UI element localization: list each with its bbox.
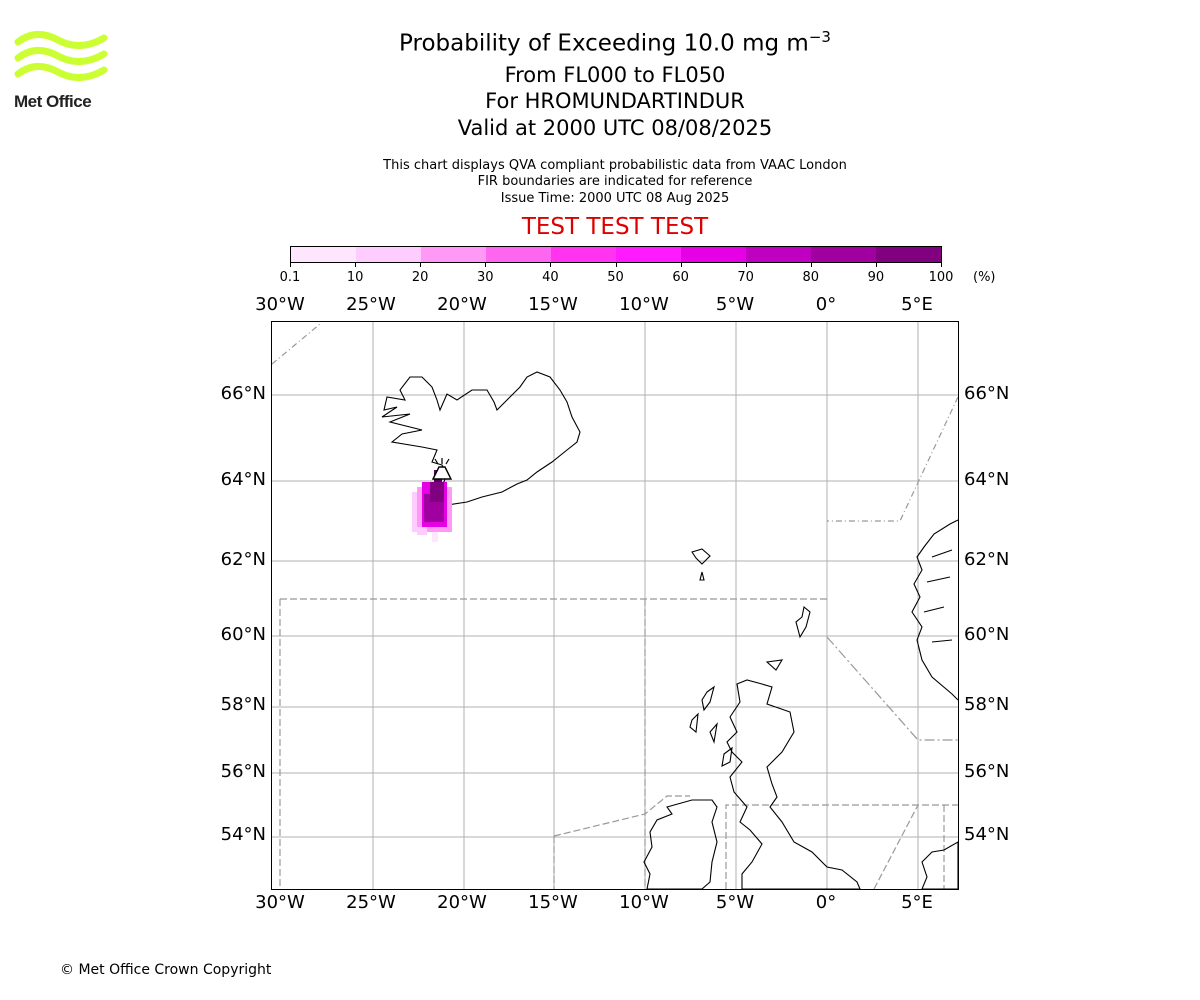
colorbar-tick-label: 20 — [411, 270, 429, 285]
latitude-label: 62°N — [220, 549, 266, 570]
colorbar-segment — [811, 247, 876, 262]
latitude-label: 54°N — [220, 824, 266, 845]
colorbar-tick-label: 90 — [867, 270, 885, 285]
longitude-label: 25°W — [346, 892, 396, 913]
latitude-label: 58°N — [964, 694, 1010, 715]
colorbar-segment — [551, 247, 616, 262]
colorbar-segment — [356, 247, 421, 262]
colorbar-tick — [810, 263, 812, 267]
colorbar-tick — [941, 263, 942, 267]
colorbar-tick — [680, 263, 682, 267]
info-line-2: FIR boundaries are indicated for referen… — [477, 174, 753, 189]
longitude-label: 20°W — [437, 294, 487, 315]
colorbar-tick-label: 10 — [346, 270, 364, 285]
longitude-label: 5°E — [901, 294, 933, 315]
longitude-label: 10°W — [619, 294, 669, 315]
volcano-name: For HROMUNDARTINDUR — [485, 89, 745, 113]
chart-title: Probability of Exceeding 10.0 mg m−3 — [0, 28, 1200, 57]
colorbar-tick-label: 60 — [672, 270, 689, 285]
longitude-label: 25°W — [346, 294, 396, 315]
colorbar-tick — [290, 263, 291, 267]
logo-text: Met Office — [14, 92, 92, 111]
latitude-label: 58°N — [220, 694, 266, 715]
volcano-triangle-icon — [431, 458, 453, 480]
colorbar-tick — [875, 263, 877, 267]
colorbar-segment — [486, 247, 551, 262]
title-superscript: −3 — [808, 28, 831, 46]
colorbar-segment — [421, 247, 486, 262]
latitude-label: 60°N — [220, 624, 266, 645]
info-line-1: This chart displays QVA compliant probab… — [383, 158, 847, 173]
colorbar-tick — [550, 263, 552, 267]
met-office-logo — [14, 31, 108, 81]
longitude-label: 5°E — [901, 892, 933, 913]
longitude-label: 0° — [815, 294, 837, 315]
latitude-label: 56°N — [220, 761, 266, 782]
latitude-label: 54°N — [964, 824, 1010, 845]
latitude-label: 64°N — [964, 469, 1010, 490]
colorbar-segment — [616, 247, 681, 262]
probability-colorbar — [290, 246, 942, 263]
latitude-label: 60°N — [964, 624, 1010, 645]
longitude-label: 15°W — [528, 294, 578, 315]
longitude-label: 5°W — [715, 294, 755, 315]
test-banner: TEST TEST TEST — [521, 214, 709, 240]
longitude-label: 20°W — [437, 892, 487, 913]
colorbar-tick — [355, 263, 357, 267]
latitude-label: 66°N — [220, 383, 266, 404]
colorbar-tick-label: 100 — [928, 270, 954, 285]
longitude-label: 5°W — [715, 892, 755, 913]
level-range: From FL000 to FL050 — [504, 63, 726, 87]
longitude-label: 15°W — [528, 892, 578, 913]
colorbar-tick-label: 80 — [802, 270, 820, 285]
map-canvas — [272, 322, 958, 889]
coastlines — [381, 371, 958, 889]
latitude-label: 66°N — [964, 383, 1010, 404]
longitude-label: 30°W — [255, 294, 305, 315]
colorbar-tick — [615, 263, 617, 267]
info-line-3: Issue Time: 2000 UTC 08 Aug 2025 — [500, 191, 730, 206]
colorbar-segment — [876, 247, 941, 262]
longitude-label: 30°W — [255, 892, 305, 913]
graticule — [272, 322, 958, 889]
colorbar-unit: (%) — [973, 270, 996, 285]
colorbar-tick — [745, 263, 747, 267]
latitude-label: 62°N — [964, 549, 1010, 570]
colorbar-segment — [291, 247, 356, 262]
colorbar-segment — [681, 247, 746, 262]
latitude-label: 64°N — [220, 469, 266, 490]
map-panel — [271, 321, 959, 890]
valid-time: Valid at 2000 UTC 08/08/2025 — [457, 116, 773, 140]
colorbar-tick — [485, 263, 487, 267]
copyright-notice: © Met Office Crown Copyright — [60, 962, 272, 978]
ash-probability-plume — [412, 470, 452, 542]
colorbar-tick-label: 70 — [737, 270, 754, 285]
longitude-label: 0° — [815, 892, 837, 913]
colorbar-segment — [746, 247, 811, 262]
longitude-label: 10°W — [619, 892, 669, 913]
fir-boundaries — [272, 323, 958, 889]
colorbar-tick-label: 40 — [542, 270, 559, 285]
colorbar-tick-label: 0.1 — [279, 270, 301, 285]
colorbar-tick-label: 50 — [607, 270, 624, 285]
colorbar-tick-label: 30 — [477, 270, 494, 285]
colorbar-tick — [420, 263, 422, 267]
title-main: Probability of Exceeding 10.0 mg m — [399, 30, 809, 57]
latitude-label: 56°N — [964, 761, 1010, 782]
